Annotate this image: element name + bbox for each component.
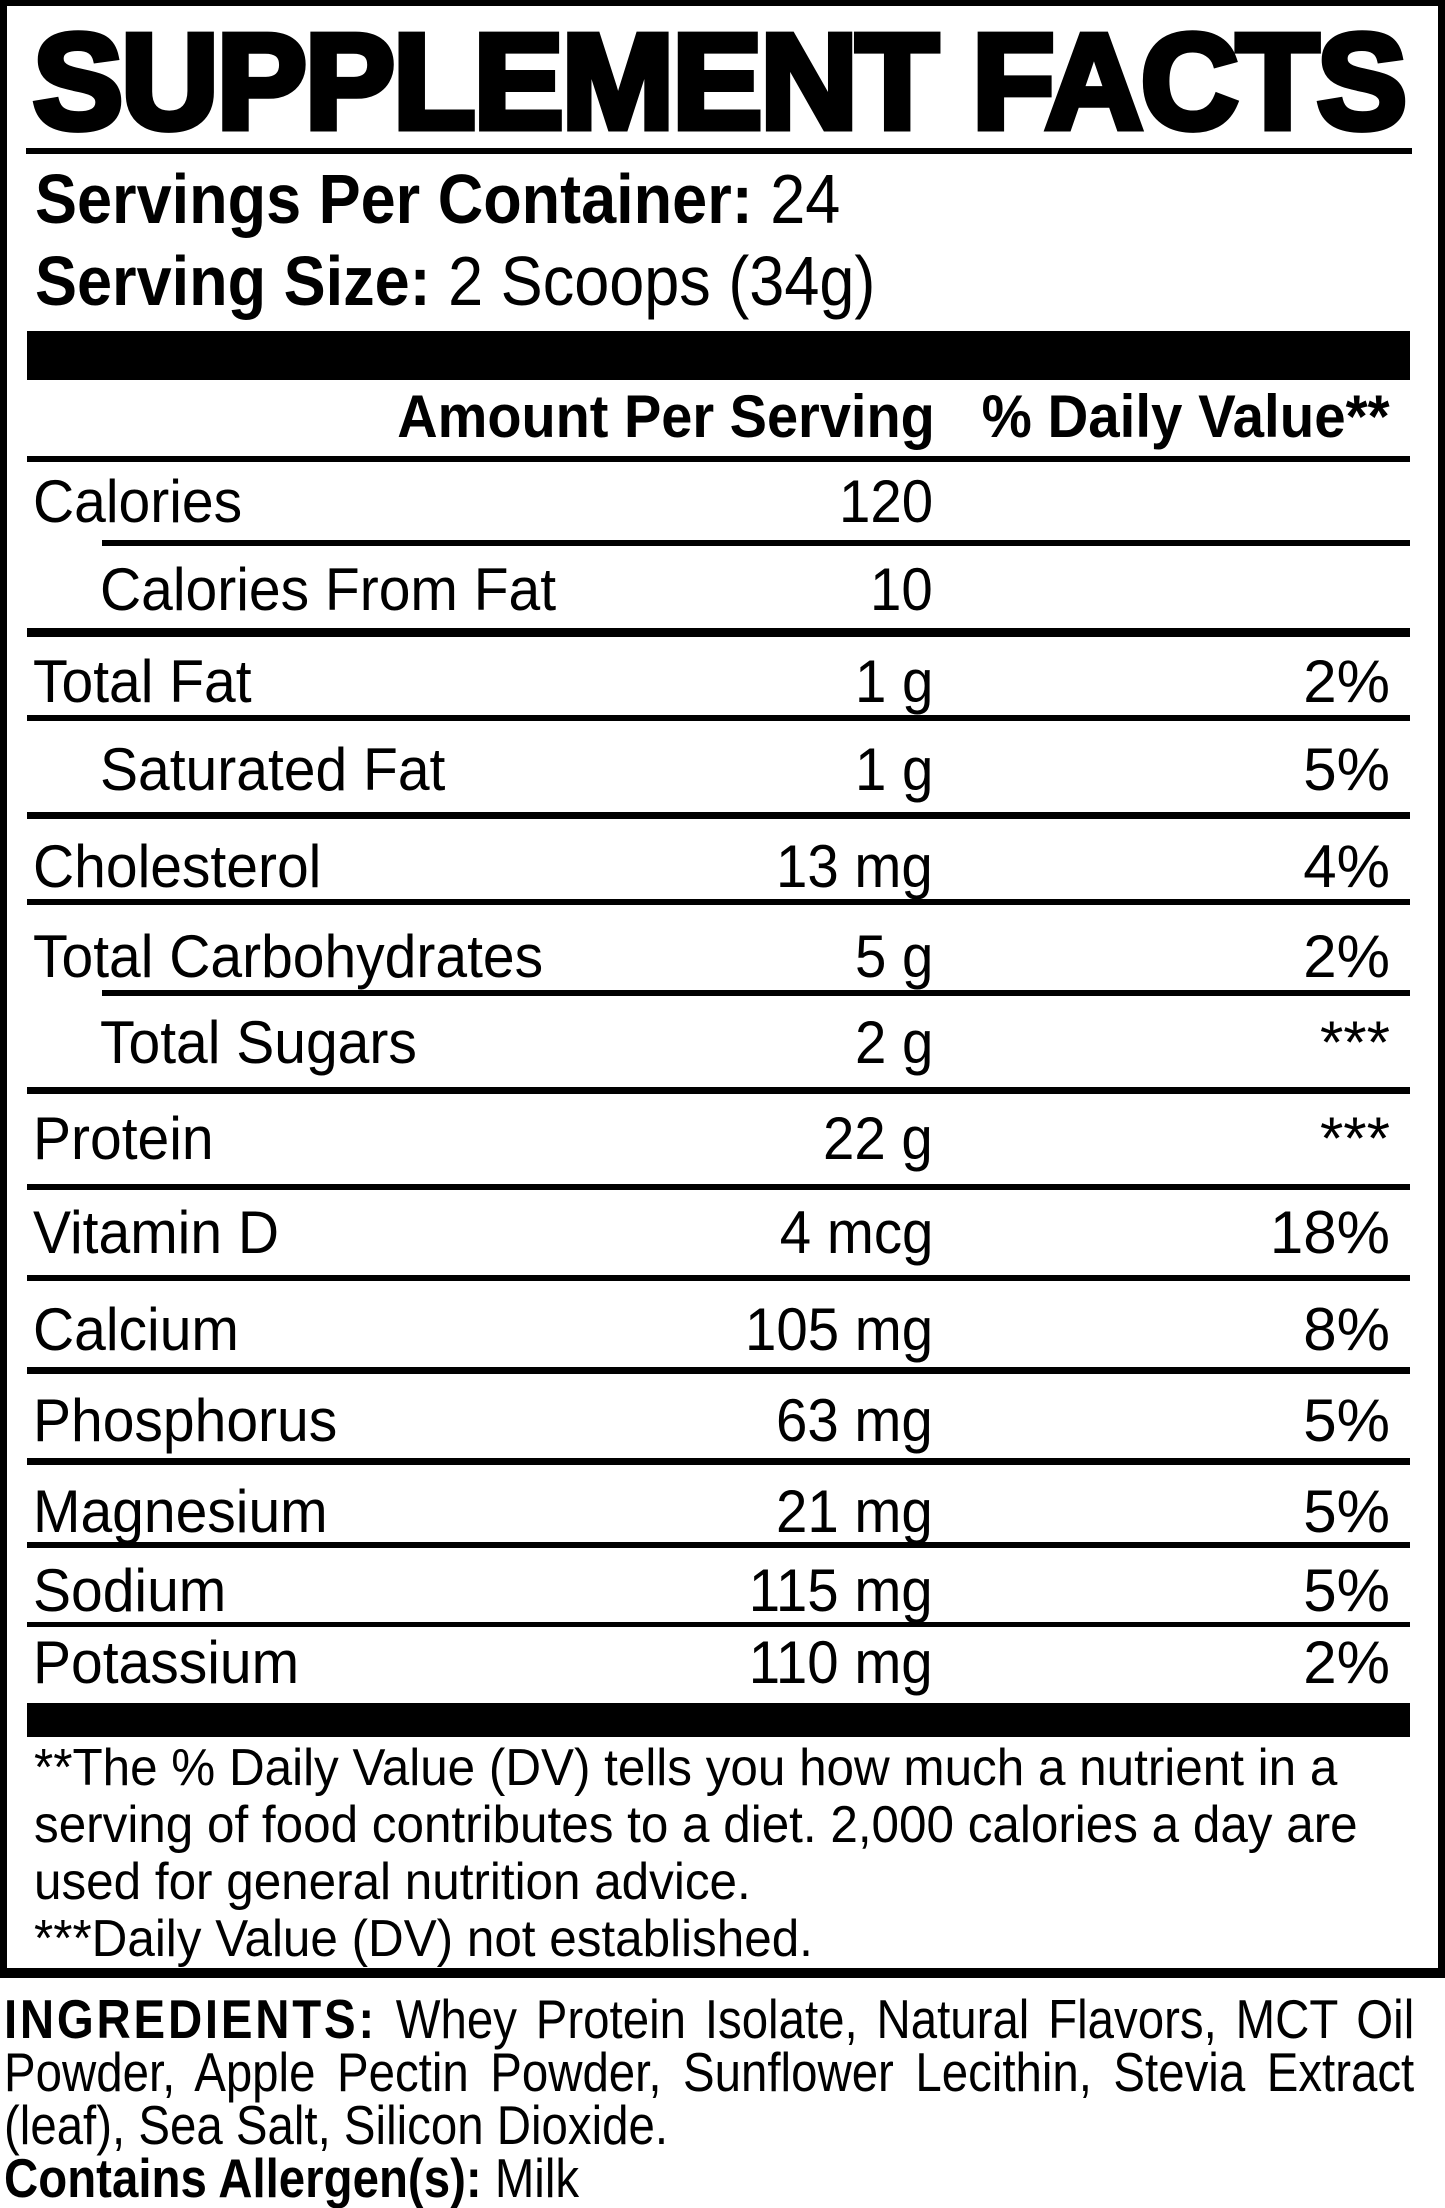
svg-text:SUPPLEMENT FACTS: SUPPLEMENT FACTS	[33, 6, 1407, 157]
